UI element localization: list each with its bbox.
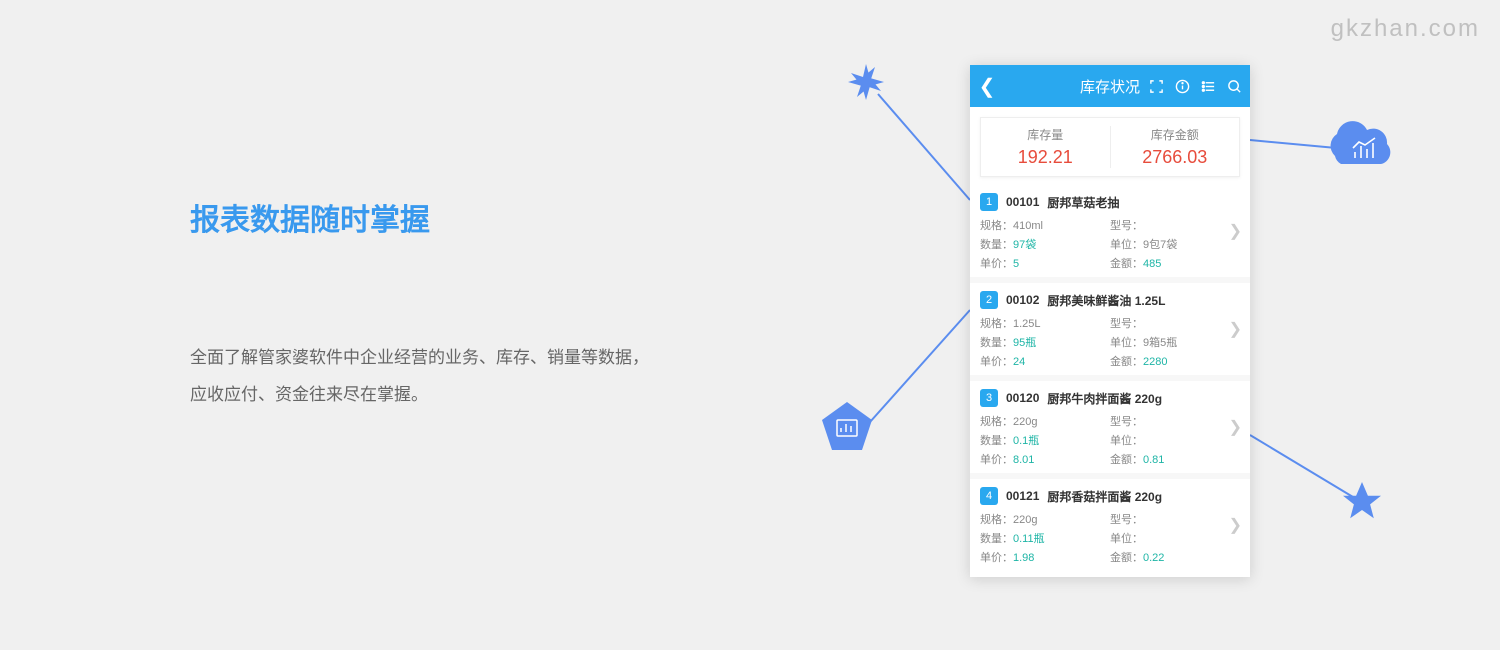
inventory-item[interactable]: 200102厨邦美味鲜酱油 1.25L规格：1.25L型号：数量：95瓶单位：9… bbox=[970, 283, 1250, 375]
summary-amount-value: 2766.03 bbox=[1111, 147, 1240, 168]
item-code: 00120 bbox=[1006, 391, 1039, 405]
info-icon[interactable] bbox=[1174, 78, 1190, 94]
item-name: 厨邦牛肉拌面酱 220g bbox=[1047, 390, 1162, 407]
header-actions bbox=[1148, 78, 1242, 94]
chevron-right-icon: ❯ bbox=[1229, 319, 1242, 339]
inventory-item[interactable]: 400121厨邦香菇拌面酱 220g规格：220g型号：数量：0.11瓶单位：单… bbox=[970, 479, 1250, 571]
inventory-item[interactable]: 100101厨邦草菇老抽规格：410ml型号：数量：97袋单位：9包7袋单价：5… bbox=[970, 185, 1250, 277]
inventory-item[interactable]: 300120厨邦牛肉拌面酱 220g规格：220g型号：数量：0.1瓶单位：单价… bbox=[970, 381, 1250, 473]
chevron-right-icon: ❯ bbox=[1229, 221, 1242, 241]
summary-qty: 库存量 192.21 bbox=[981, 126, 1110, 168]
item-code: 00102 bbox=[1006, 293, 1039, 307]
summary-qty-value: 192.21 bbox=[981, 147, 1110, 168]
app-header: ❮ 库存状况 bbox=[970, 65, 1250, 107]
inventory-list: 100101厨邦草菇老抽规格：410ml型号：数量：97袋单位：9包7袋单价：5… bbox=[970, 185, 1250, 571]
item-badge: 4 bbox=[980, 487, 998, 505]
summary-card: 库存量 192.21 库存金额 2766.03 bbox=[980, 117, 1240, 177]
item-badge: 1 bbox=[980, 193, 998, 211]
scan-icon[interactable] bbox=[1148, 78, 1164, 94]
summary-qty-label: 库存量 bbox=[981, 126, 1110, 143]
item-name: 厨邦香菇拌面酱 220g bbox=[1047, 488, 1162, 505]
chevron-right-icon: ❯ bbox=[1229, 417, 1242, 437]
chevron-right-icon: ❯ bbox=[1229, 515, 1242, 535]
item-code: 00121 bbox=[1006, 489, 1039, 503]
summary-amount-label: 库存金额 bbox=[1111, 126, 1240, 143]
item-name: 厨邦草菇老抽 bbox=[1047, 194, 1119, 211]
summary-amount: 库存金额 2766.03 bbox=[1110, 126, 1240, 168]
phone-mock: ❮ 库存状况 库存量 192.21 库存金额 2766.03 1 00101 bbox=[970, 65, 1250, 577]
list-icon[interactable] bbox=[1200, 78, 1216, 94]
item-name: 厨邦美味鲜酱油 1.25L bbox=[1047, 292, 1165, 309]
decoration-lines bbox=[0, 0, 1500, 650]
search-icon[interactable] bbox=[1226, 78, 1242, 94]
item-badge: 3 bbox=[980, 389, 998, 407]
item-code: 00101 bbox=[1006, 195, 1039, 209]
item-badge: 2 bbox=[980, 291, 998, 309]
